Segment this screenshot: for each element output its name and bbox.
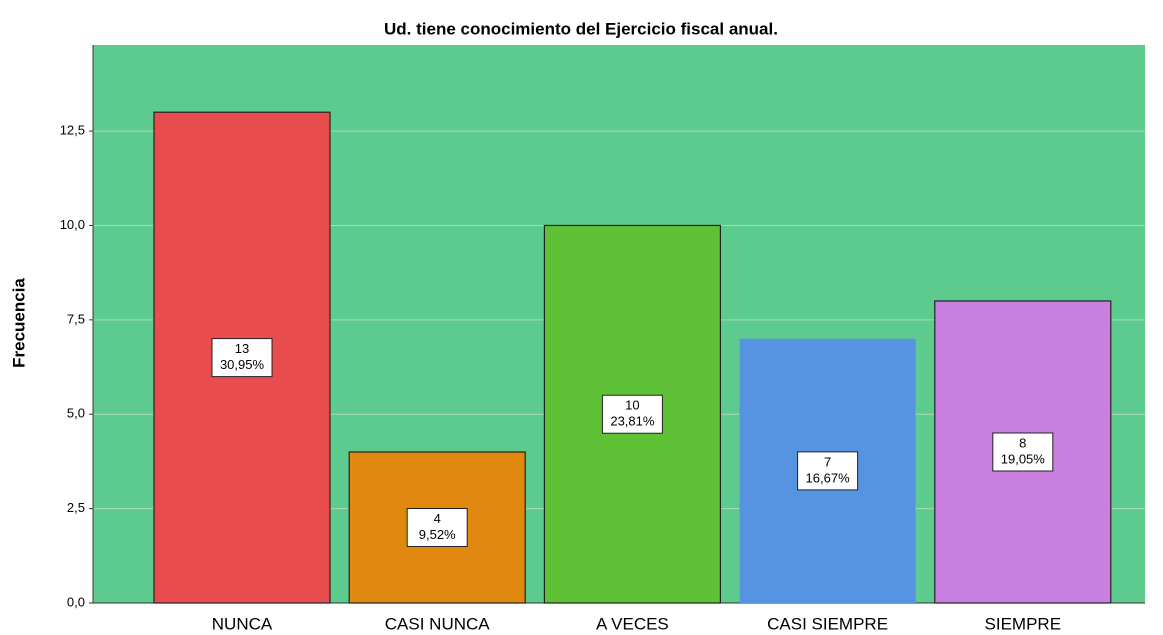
x-tick-label: NUNCA (212, 614, 273, 633)
data-label-box (211, 338, 273, 378)
x-tick-label: CASI NUNCA (385, 614, 491, 633)
y-tick-label: 12,5 (60, 123, 85, 138)
x-tick-label: SIEMPRE (985, 614, 1062, 633)
data-label-box (797, 451, 859, 491)
percentage-label: 30,95% (220, 357, 265, 372)
y-tick-label: 10,0 (60, 217, 85, 232)
y-tick-label: 5,0 (67, 406, 85, 421)
x-tick-label: CASI SIEMPRE (767, 614, 888, 633)
percentage-label: 9,52% (419, 527, 456, 542)
data-label-box (601, 394, 663, 434)
data-label: 8 (1019, 435, 1026, 450)
y-axis-label: Frecuencia (9, 278, 28, 368)
data-label-box (406, 507, 468, 547)
percentage-label: 16,67% (806, 470, 851, 485)
y-tick-label: 7,5 (67, 311, 85, 326)
data-label: 4 (434, 511, 441, 526)
data-label: 13 (235, 341, 249, 356)
percentage-label: 19,05% (1001, 451, 1046, 466)
data-label-box (992, 432, 1054, 472)
y-tick-label: 2,5 (67, 500, 85, 515)
y-tick-label: 0,0 (67, 594, 85, 609)
percentage-label: 23,81% (610, 414, 655, 429)
chart-title: Ud. tiene conocimiento del Ejercicio fis… (384, 19, 778, 38)
data-label: 7 (824, 454, 831, 469)
x-tick-label: A VECES (596, 614, 669, 633)
data-label: 10 (625, 398, 639, 413)
